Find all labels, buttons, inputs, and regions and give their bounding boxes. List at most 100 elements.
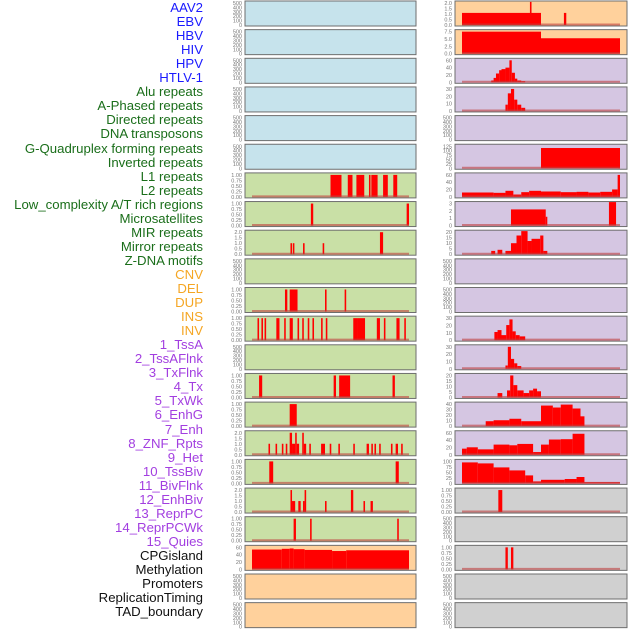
track-label: INS [181, 309, 203, 325]
track-label: 1_TssA [159, 337, 203, 353]
y-tick-label: 0 [449, 80, 452, 86]
y-tick-label: 500 [233, 58, 242, 64]
y-tick-label: 500 [233, 116, 242, 122]
data-bar [397, 518, 399, 541]
track-label: DUP [175, 295, 203, 311]
data-bar [514, 78, 518, 83]
y-tick-label: 25 [446, 162, 452, 168]
y-tick-label: 0 [239, 367, 242, 373]
y-tick-label: 0.00 [441, 567, 452, 573]
y-tick-label: 0.00 [231, 481, 242, 487]
y-tick-label: 200 [233, 616, 242, 622]
data-bar [505, 547, 508, 570]
y-tick-label: 100 [443, 620, 452, 626]
data-bar [296, 443, 300, 455]
track-label: 6_EnhG [154, 407, 203, 423]
panel-background [454, 86, 628, 113]
data-bar [333, 375, 336, 398]
y-tick-label: 20 [446, 352, 452, 358]
y-tick-label: 0 [239, 23, 242, 29]
data-bar [497, 393, 503, 398]
y-tick-label: 100 [233, 162, 242, 168]
panel-background [244, 258, 417, 285]
data-bar [379, 443, 381, 455]
data-bar [462, 462, 478, 484]
data-bar [310, 518, 312, 541]
y-tick-label: 300 [233, 67, 242, 73]
track-panel: 0.000.250.500.751.00 [231, 172, 417, 201]
data-bar [325, 501, 327, 513]
track-label: 5_TxWk [154, 393, 203, 409]
y-tick-label: 0.25 [441, 505, 452, 511]
y-tick-label: 10 [446, 384, 452, 390]
data-bar [505, 190, 514, 197]
y-tick-label: 100 [233, 362, 242, 368]
track-panel: 0.000.250.500.751.00 [231, 372, 417, 401]
y-tick-label: 40 [446, 180, 452, 186]
data-bar [383, 318, 386, 341]
data-bar [462, 192, 494, 197]
track-label: HBV [175, 28, 203, 44]
track-panel: 0.000.250.500.751.00 [231, 287, 417, 316]
data-bar [560, 192, 577, 197]
y-tick-label: 400 [443, 120, 452, 126]
y-tick-label: 20 [236, 560, 242, 566]
y-tick-label: 25 [446, 476, 452, 482]
y-tick-label: 0 [449, 224, 452, 230]
panel-background [244, 458, 417, 485]
data-bar [494, 331, 498, 341]
data-bar [297, 318, 300, 341]
data-bar [497, 330, 502, 341]
y-tick-label: 10 [446, 331, 452, 337]
y-tick-label: 100 [233, 592, 242, 598]
data-bar [493, 444, 510, 455]
y-tick-label: 0 [449, 424, 452, 430]
data-bar [514, 99, 518, 111]
track-label: 7_Enh [164, 421, 203, 437]
data-bar [289, 289, 298, 312]
y-tick-label: 400 [233, 120, 242, 126]
y-tick-label: 400 [233, 63, 242, 69]
data-bar [510, 358, 515, 369]
y-tick-label: 0 [239, 138, 242, 144]
track-panel: 0.000.250.500.751.00 [441, 544, 628, 573]
data-bar [509, 60, 512, 83]
data-bar [466, 447, 478, 455]
y-tick-label: 200 [233, 72, 242, 78]
data-bar [396, 318, 400, 341]
data-bar [491, 250, 496, 255]
panel-background [244, 201, 417, 228]
data-bar [344, 289, 347, 312]
panel-background [454, 258, 628, 285]
track-panel: 0.000.250.500.751.00 [231, 401, 417, 430]
y-tick-label: 500 [233, 144, 242, 150]
y-tick-label: 0 [449, 166, 452, 172]
y-tick-label: 1.5 [234, 494, 242, 500]
y-tick-label: 2.0 [234, 230, 242, 236]
data-bar [371, 174, 378, 197]
y-tick-label: 0.75 [441, 551, 452, 557]
data-bar [541, 479, 565, 484]
y-tick-label: 3 [449, 202, 452, 208]
y-tick-label: 0 [449, 625, 452, 630]
data-bar [495, 73, 500, 83]
data-bar [509, 445, 518, 455]
y-tick-label: 0.75 [231, 293, 242, 299]
y-tick-label: 0.75 [231, 207, 242, 213]
y-tick-label: 300 [233, 268, 242, 274]
panel-background [244, 487, 417, 514]
y-tick-label: 100 [443, 534, 452, 540]
track-label: 8_ZNF_Rpts [128, 435, 203, 451]
y-tick-label: 0.25 [441, 562, 452, 568]
track-label: L2 repeats [140, 182, 203, 198]
y-tick-label: 0 [449, 138, 452, 144]
data-bar [257, 318, 260, 341]
y-tick-label: 40 [446, 402, 452, 408]
track-label: AAV2 [170, 0, 203, 15]
